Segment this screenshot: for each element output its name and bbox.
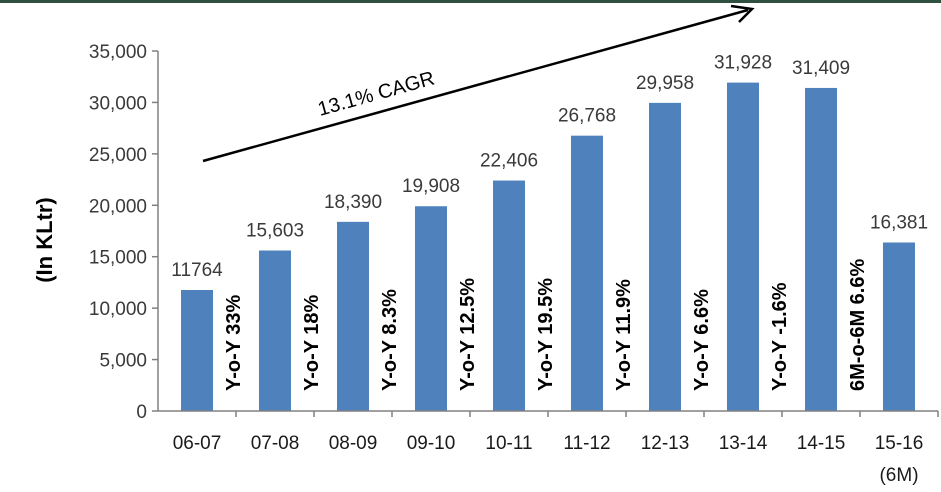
x-tick-label: 12-13 (641, 433, 690, 454)
x-tick-label: 13-14 (719, 433, 768, 454)
y-tick-label: 20,000 (89, 196, 147, 217)
data-label: 11764 (171, 260, 223, 281)
data-label: 26,768 (558, 106, 616, 127)
bars (181, 82, 915, 412)
growth-label: 6M-o-6M 6.6% (847, 259, 869, 391)
bar (181, 289, 213, 411)
x-tick-label: 08-09 (329, 433, 378, 454)
growth-label: Y-o-Y 33% (223, 294, 245, 391)
y-tick-label: 30,000 (89, 93, 147, 114)
data-label: 16,381 (870, 213, 928, 234)
y-tick-label: 0 (136, 402, 147, 423)
y-tick-label: 35,000 (89, 42, 147, 63)
data-labels: 11764 15,603 18,390 19,908 22,406 26,768 29,95… (171, 53, 928, 281)
cagr-arrow (202, 4, 755, 163)
y-tick-label: 15,000 (89, 248, 147, 269)
data-label: 19,908 (402, 176, 460, 197)
x-tick-label: 09-10 (407, 433, 456, 454)
x-tick-label: 15-16 (875, 433, 924, 454)
y-tick-label: 25,000 (89, 145, 147, 166)
bar (649, 102, 681, 412)
data-label: 18,390 (324, 192, 382, 213)
y-ticks: 0 5,000 10,000 15,000 20,000 25,000 30,000 35,0… (89, 42, 158, 423)
y-axis-label: (In KLtr) (32, 197, 57, 283)
bar (493, 180, 525, 411)
y-tick-label: 10,000 (89, 299, 147, 320)
data-label: 22,406 (480, 151, 538, 172)
growth-label: Y-o-Y 19.5% (535, 278, 557, 391)
x-tick-label: 06-07 (173, 433, 222, 454)
growth-label: Y-o-Y -1.6% (769, 282, 791, 391)
growth-label: Y-o-Y 12.5% (457, 278, 479, 391)
data-label: 31,928 (714, 53, 772, 74)
growth-labels: Y-o-Y 33% Y-o-Y 18% Y-o-Y 8.3% Y-o-Y 12.5% Y… (223, 259, 869, 391)
x-tick-label: 10-11 (485, 433, 532, 454)
bar (883, 242, 915, 411)
x-ticks: 06-07 07-08 08-09 09-10 10-11 11-12 12-13 13-14… (173, 411, 939, 486)
x-tick-label: 14-15 (797, 433, 846, 454)
growth-label: Y-o-Y 18% (301, 294, 323, 391)
y-tick-label: 5,000 (99, 351, 147, 372)
x-tick-label: 07-08 (251, 433, 300, 454)
growth-label: Y-o-Y 6.6% (691, 289, 713, 391)
data-label: 29,958 (636, 73, 694, 94)
data-label: 31,409 (792, 58, 850, 79)
growth-label: Y-o-Y 11.9% (613, 279, 635, 391)
bar (259, 250, 291, 411)
bar (727, 82, 759, 411)
x-tick-sublabel: (6M) (879, 465, 918, 486)
growth-label: Y-o-Y 8.3% (379, 289, 401, 391)
x-tick-label: 11-12 (563, 433, 610, 454)
bar (415, 206, 447, 411)
bar (337, 221, 369, 411)
bar (805, 87, 837, 411)
data-label: 15,603 (246, 221, 304, 242)
bar (571, 135, 603, 411)
